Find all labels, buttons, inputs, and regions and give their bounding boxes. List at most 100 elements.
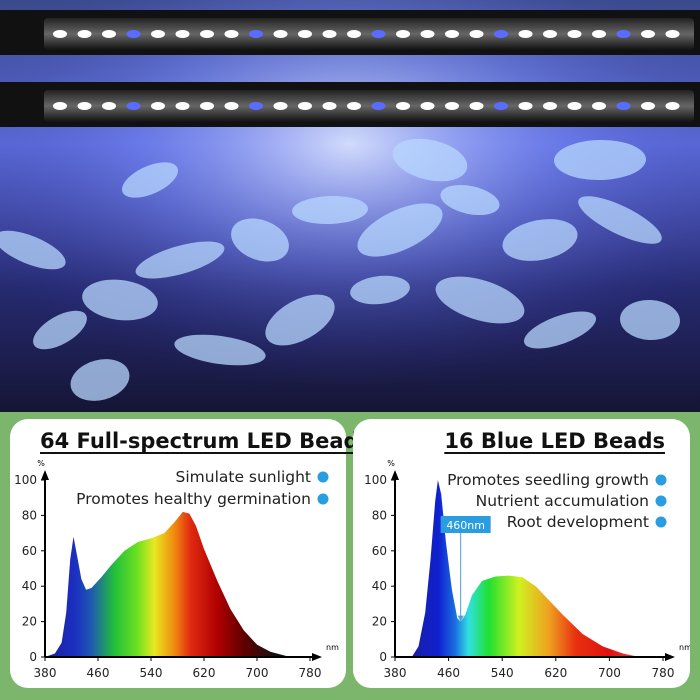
- led-bead: [322, 102, 337, 110]
- spectrum-area: [411, 480, 640, 657]
- led-bead: [249, 102, 263, 110]
- leaf: [122, 162, 178, 198]
- x-tick-label: 700: [246, 666, 269, 680]
- leaf: [435, 276, 525, 324]
- leaf: [357, 203, 443, 257]
- led-bead: [200, 102, 214, 110]
- panel-title: 16 Blue LED Beads: [444, 429, 665, 453]
- led-bead: [543, 30, 557, 38]
- y-axis-unit: %: [387, 459, 395, 468]
- leaf: [440, 184, 500, 216]
- y-tick-label: 40: [22, 579, 37, 593]
- led-bead: [469, 102, 484, 110]
- x-tick-label: 460: [87, 666, 110, 680]
- x-axis-unit: nm: [679, 643, 690, 652]
- led-bead: [347, 30, 361, 38]
- led-bead: [126, 102, 141, 110]
- led-bead: [445, 102, 459, 110]
- bullet-dot-icon: [655, 495, 667, 507]
- led-bead: [616, 102, 631, 110]
- panel-title: 64 Full-spectrum LED Beads: [40, 429, 372, 453]
- x-tick-label: 700: [598, 666, 621, 680]
- bullet-dot-icon: [317, 493, 329, 505]
- y-tick-label: 60: [372, 544, 387, 558]
- bullet-dot-icon: [655, 474, 667, 486]
- leaf: [502, 219, 578, 261]
- leaf: [231, 218, 289, 262]
- led-bead: [77, 102, 92, 110]
- x-axis-unit: nm: [326, 643, 339, 652]
- led-bead: [518, 102, 533, 110]
- led-bead: [445, 30, 459, 38]
- y-tick-label: 100: [14, 473, 37, 487]
- y-tick-label: 40: [372, 579, 387, 593]
- led-bead: [641, 30, 655, 38]
- feature-note: Promotes seedling growth: [447, 471, 649, 489]
- y-tick-label: 100: [364, 473, 387, 487]
- leaf: [70, 359, 130, 401]
- x-tick-label: 380: [34, 666, 57, 680]
- leaf: [554, 139, 646, 181]
- led-bead: [77, 30, 92, 38]
- feature-note: Nutrient accumulation: [476, 492, 649, 510]
- led-bead: [567, 30, 582, 38]
- led-bead: [126, 30, 141, 38]
- leaf: [523, 311, 597, 349]
- led-bead: [224, 30, 239, 38]
- leaf: [392, 138, 468, 182]
- blue-spectrum-panel: 16 Blue LED Beads % nm 380 460 540 620 700 780 0…: [353, 419, 690, 688]
- leaf: [174, 334, 266, 366]
- x-axis-arrow-icon: [665, 653, 675, 661]
- y-tick-label: 20: [22, 615, 37, 629]
- wavelength-label: 460nm: [446, 519, 485, 532]
- led-bead: [420, 102, 435, 110]
- led-bead: [371, 30, 386, 38]
- led-bead: [494, 30, 508, 38]
- leaf: [292, 195, 368, 225]
- led-bead: [102, 30, 116, 38]
- x-tick-label: 620: [193, 666, 216, 680]
- y-tick-label: 0: [379, 650, 387, 664]
- y-tick-label: 20: [372, 615, 387, 629]
- led-bead: [322, 30, 337, 38]
- x-tick-label: 780: [299, 666, 322, 680]
- led-bead: [53, 102, 67, 110]
- x-tick-label: 460: [437, 666, 460, 680]
- led-bead: [249, 30, 263, 38]
- feature-note: Root development: [507, 513, 649, 531]
- x-axis-arrow-icon: [312, 653, 322, 661]
- led-bead: [151, 30, 165, 38]
- leaf: [135, 241, 225, 279]
- led-bead: [396, 102, 410, 110]
- full-spectrum-panel: 64 Full-spectrum LED Beads % nm 380 460 540 6…: [10, 419, 371, 688]
- led-bead: [543, 102, 557, 110]
- y-axis-arrow-icon: [391, 470, 399, 480]
- y-tick-label: 0: [29, 650, 37, 664]
- led-bead: [396, 30, 410, 38]
- led-bead: [518, 30, 533, 38]
- x-tick-label: 620: [544, 666, 567, 680]
- led-bead: [567, 102, 582, 110]
- led-bead: [616, 30, 631, 38]
- led-bead: [665, 102, 680, 110]
- led-bar-bottom: [0, 82, 700, 127]
- bullet-dot-icon: [317, 471, 329, 483]
- y-tick-label: 60: [22, 544, 37, 558]
- led-bead: [53, 30, 67, 38]
- spectrum-area: [45, 511, 291, 657]
- led-bead: [273, 30, 288, 38]
- leaf: [265, 294, 335, 346]
- x-tick-label: 540: [140, 666, 163, 680]
- led-bead: [151, 102, 165, 110]
- led-bar-top: [0, 10, 700, 55]
- x-tick-label: 780: [652, 666, 675, 680]
- led-bead: [665, 30, 680, 38]
- full-spectrum-chart: % nm 380 460 540 620 700 780 0 20 40 60 80 100 Simulat…: [14, 459, 339, 680]
- feature-note: Simulate sunlight: [176, 468, 312, 486]
- leaf: [620, 299, 680, 341]
- led-bead: [592, 30, 606, 38]
- led-bead: [494, 102, 508, 110]
- blue-spectrum-chart: % nm 380 460 540 620 700 780 0 20 40 60 80 100 Promote…: [364, 459, 690, 680]
- leaf: [578, 196, 662, 244]
- wavelength-label-box: [440, 516, 491, 533]
